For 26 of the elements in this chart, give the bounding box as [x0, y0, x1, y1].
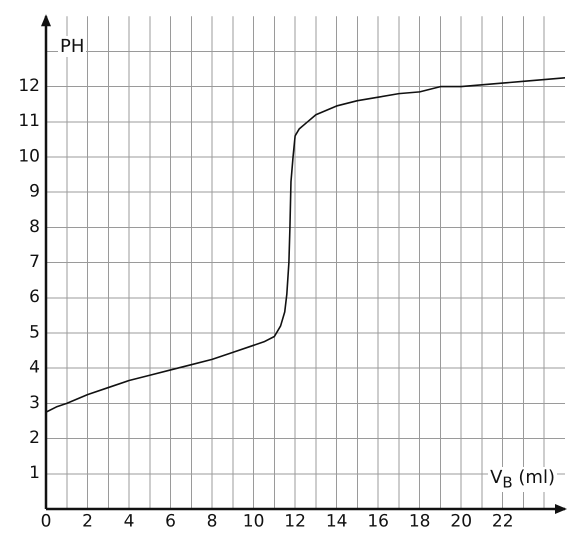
y-tick-label: 10 — [18, 146, 40, 166]
y-tick-label: 2 — [29, 428, 40, 448]
x-tick-label: 6 — [165, 512, 176, 532]
x-tick-label: 0 — [40, 512, 52, 532]
y-tick-label: 11 — [18, 111, 40, 132]
y-tick-label: 1 — [29, 463, 40, 484]
y-tick-label: 4 — [29, 358, 40, 378]
x-axis-title: V$_{B}$ (ml) — [488, 467, 557, 492]
x-tick-label: 2 — [82, 512, 93, 532]
y-tick-label: 12 — [18, 76, 40, 96]
y-tick-label: 3 — [29, 392, 40, 413]
x-tick-label: 18 — [408, 512, 430, 532]
x-tick-label: 4 — [124, 512, 134, 532]
y-tick-label: 7 — [29, 252, 40, 272]
x-tick-label: 12 — [284, 512, 306, 532]
x-tick-label: 10 — [242, 512, 264, 532]
x-tick-label: 8 — [206, 512, 218, 532]
y-tick-label: 9 — [29, 182, 40, 202]
x-tick-label: 14 — [326, 512, 348, 532]
y-tick-label: 8 — [29, 216, 40, 237]
y-axis-title: PH — [58, 36, 86, 58]
x-tick-label: 22 — [492, 512, 514, 532]
x-tick-label: 16 — [367, 512, 389, 532]
x-tick-label: 20 — [450, 512, 472, 532]
y-tick-label: 5 — [29, 322, 40, 342]
y-tick-label: 6 — [29, 287, 40, 308]
